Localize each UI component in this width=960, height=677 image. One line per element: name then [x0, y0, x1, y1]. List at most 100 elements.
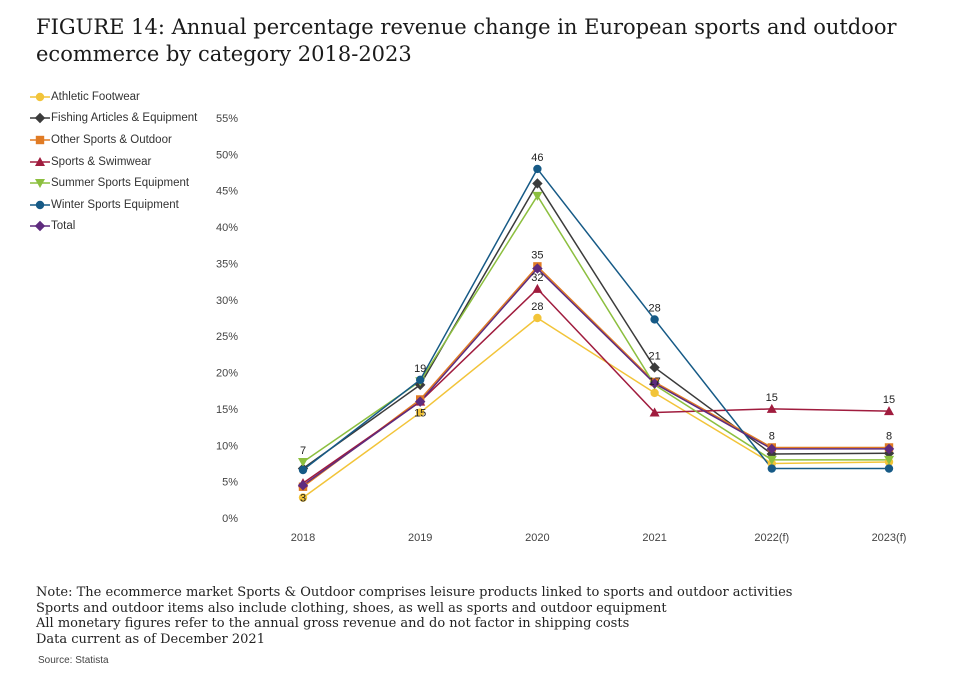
legend-item: Other Sports & Outdoor — [30, 129, 210, 151]
legend-marker-icon — [34, 113, 46, 124]
series-lines — [302, 168, 890, 499]
note-line: Note: The ecommerce market Sports & Outd… — [36, 585, 793, 600]
data-point — [767, 464, 776, 473]
data-point — [533, 164, 542, 174]
legend-item: Total — [30, 216, 210, 238]
series-line — [302, 182, 890, 470]
chart-legend: Athletic Footwear Fishing Articles & Equi… — [30, 86, 210, 237]
y-tick-label: 45% — [216, 186, 238, 198]
data-point — [884, 406, 894, 416]
data-label: 3 — [300, 493, 306, 505]
data-label: 15 — [883, 394, 895, 406]
legend-item: Athletic Footwear — [30, 86, 210, 108]
y-tick-label: 15% — [216, 404, 238, 416]
data-point — [416, 375, 425, 385]
note-line: Sports and outdoor items also include cl… — [36, 600, 667, 616]
y-tick-label: 50% — [216, 149, 238, 161]
y-tick-label: 35% — [216, 258, 238, 270]
data-label: 17 — [648, 376, 660, 388]
legend-item: Summer Sports Equipment — [30, 172, 210, 194]
data-point — [650, 388, 659, 398]
data-label: 46 — [531, 152, 543, 164]
data-point — [766, 443, 777, 455]
x-tick-label: 2023(f) — [872, 532, 907, 544]
data-label: 8 — [769, 430, 775, 442]
data-point — [532, 178, 543, 189]
x-tick-label: 2018 — [291, 532, 315, 544]
note-line: All monetary figures refer to the annual… — [36, 616, 630, 631]
series-markers — [297, 164, 895, 502]
y-tick-label: 10% — [216, 440, 238, 452]
x-axis: 2018 2019 2020 2021 2022(f) 2023(f) — [291, 532, 907, 544]
data-point — [766, 403, 777, 413]
legend-label: Sports & Swimwear — [51, 155, 152, 168]
legend-marker-icon — [35, 179, 45, 189]
y-axis: 0% 5% 10% 15% 20% 25% 30% 35% 40% 45% 50% 55% — [216, 113, 238, 525]
data-point — [649, 407, 660, 417]
legend-swatch-icon — [30, 92, 50, 101]
data-point — [884, 455, 894, 465]
data-label: 15 — [414, 408, 426, 420]
legend-swatch-icon — [30, 156, 50, 166]
legend-marker-icon — [35, 156, 45, 166]
y-tick-label: 20% — [216, 368, 238, 380]
data-point — [649, 362, 660, 373]
series-line — [302, 317, 890, 499]
legend-item: Sports & Swimwear — [30, 151, 210, 173]
note-line: Data current as of December 2021 — [36, 631, 265, 647]
y-tick-label: 40% — [216, 222, 238, 234]
legend-label: Total — [51, 220, 76, 233]
chart-title: FIGURE 14: Annual percentage revenue cha… — [36, 15, 897, 66]
data-point — [766, 455, 777, 465]
legend-item: Fishing Articles & Equipment — [30, 108, 210, 130]
data-point — [884, 464, 894, 473]
legend-label: Summer Sports Equipment — [51, 177, 190, 190]
legend-swatch-icon — [30, 200, 50, 209]
legend-swatch-icon — [30, 113, 50, 124]
chart-notes: Note: The ecommerce market Sports & Outd… — [36, 585, 792, 647]
y-tick-label: 5% — [222, 477, 238, 489]
series-line — [302, 265, 889, 488]
legend-item: Winter Sports Equipment — [30, 194, 210, 216]
legend-label: Winter Sports Equipment — [51, 198, 179, 211]
data-label: 19 — [414, 363, 426, 375]
x-tick-label: 2020 — [525, 532, 549, 544]
series-line — [302, 267, 889, 486]
x-tick-label: 2019 — [408, 532, 432, 544]
y-tick-label: 25% — [216, 331, 238, 343]
x-tick-label: 2022(f) — [754, 532, 789, 544]
data-label: 32 — [531, 272, 543, 284]
data-point — [533, 313, 542, 323]
legend-marker-icon — [35, 200, 45, 209]
legend-marker-icon — [35, 135, 45, 145]
data-labels: 7 3 19 15 46 35 32 28 28 21 17 15 8 15 8 — [300, 152, 895, 505]
data-point — [297, 480, 309, 491]
data-point — [415, 396, 426, 407]
data-point — [298, 493, 308, 502]
data-point — [649, 378, 660, 389]
data-label: 21 — [648, 350, 660, 362]
legend-label: Athletic Footwear — [51, 90, 140, 103]
data-point — [650, 315, 659, 324]
legend-swatch-icon — [30, 179, 50, 189]
series-line — [302, 168, 889, 471]
y-tick-label: 0% — [222, 513, 238, 525]
legend-label: Other Sports & Outdoor — [51, 133, 172, 146]
y-tick-label: 30% — [216, 295, 238, 307]
x-tick-label: 2021 — [642, 532, 666, 544]
legend-swatch-icon — [30, 221, 50, 232]
legend-label: Fishing Articles & Equipment — [51, 112, 198, 125]
data-label: 8 — [886, 430, 892, 442]
y-tick-label: 55% — [216, 113, 238, 125]
data-point — [298, 458, 308, 467]
data-label: 15 — [766, 392, 778, 404]
data-point — [883, 443, 895, 455]
data-label: 28 — [648, 302, 660, 314]
data-point — [532, 191, 543, 201]
data-label: 35 — [531, 249, 543, 261]
data-point — [298, 465, 308, 475]
data-label: 7 — [300, 445, 306, 457]
source-note: Source: Statista — [38, 655, 109, 666]
data-label: 28 — [531, 301, 543, 313]
